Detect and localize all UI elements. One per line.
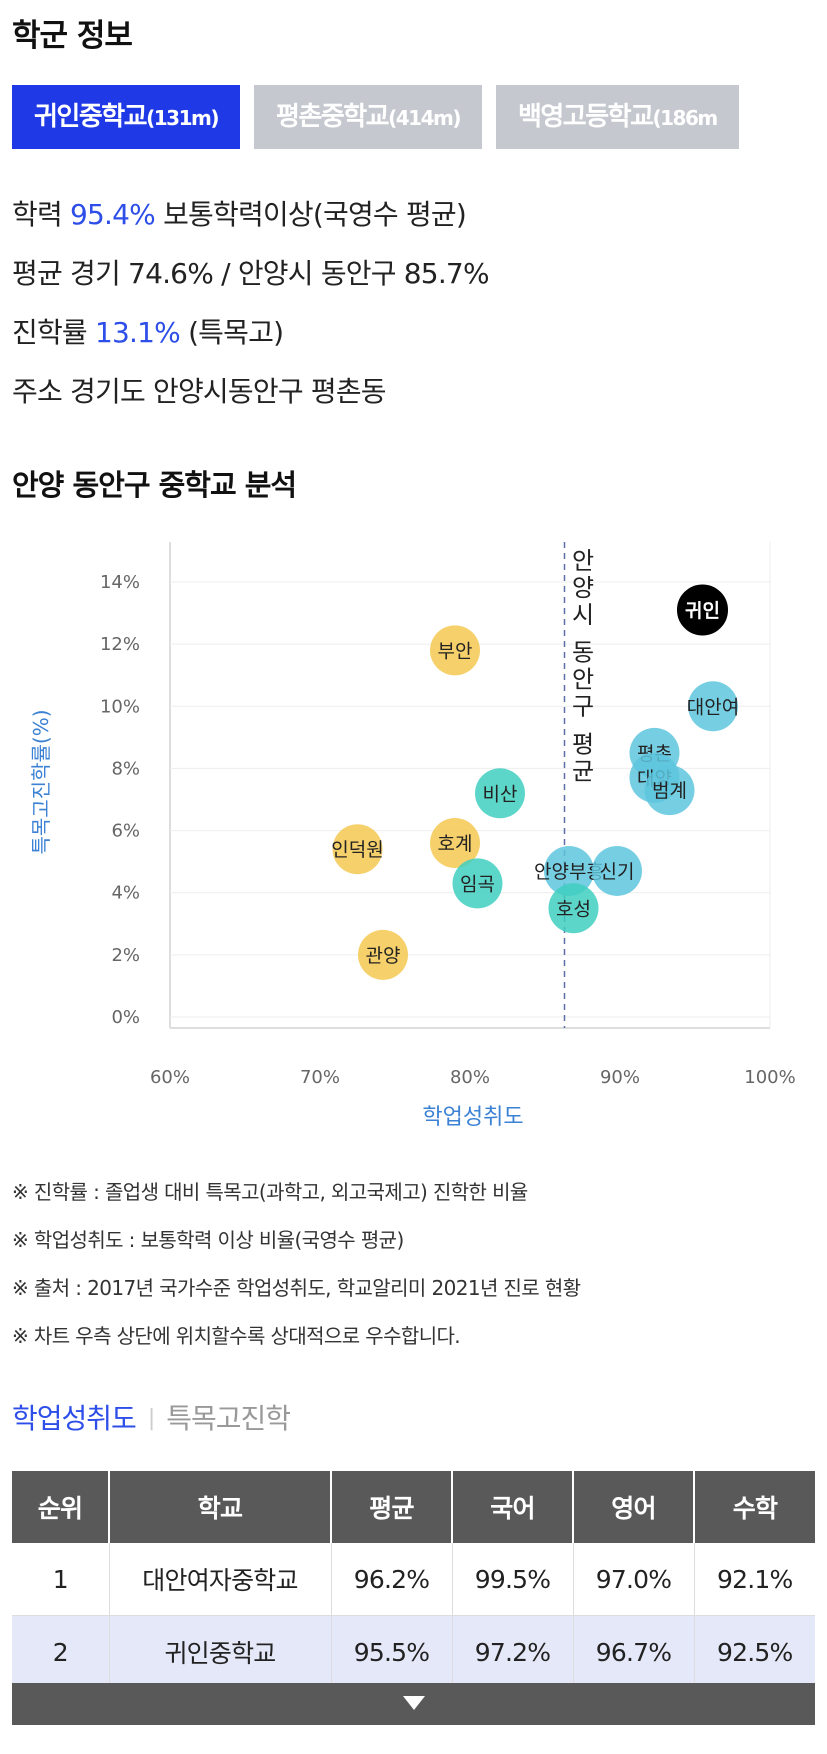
school-point[interactable]	[430, 625, 480, 676]
cell-korean: 97.2%	[452, 1615, 574, 1689]
school-point[interactable]	[592, 845, 642, 896]
academic-label: 학력	[12, 198, 63, 231]
x-axis-label: 학업성취도	[422, 1105, 523, 1130]
y-axis-label: 특목고진학률(%)	[29, 709, 53, 854]
cell-rank: 1	[12, 1543, 110, 1616]
chevron-down-icon	[402, 1696, 425, 1710]
school-tabs: 귀인중학교(131m) 평촌중학교(414m) 백영고등학교(186m	[12, 85, 827, 149]
expand-table-button[interactable]	[12, 1683, 815, 1725]
note-2: ※ 학업성취도 : 보통학력 이상 비율(국영수 평균)	[12, 1228, 404, 1252]
academic-value: 95.4%	[70, 198, 156, 231]
y-tick-label: 6%	[111, 821, 140, 842]
school-point-label: 관양	[366, 945, 401, 967]
x-tick-label: 90%	[600, 1067, 640, 1088]
x-tick-label: 60%	[150, 1067, 190, 1088]
cell-math: 92.1%	[694, 1543, 815, 1616]
note-3: ※ 출처 : 2017년 국가수준 학업성취도, 학교알리미 2021년 진로 …	[12, 1276, 581, 1300]
col-rank: 순위	[12, 1471, 110, 1543]
y-tick-label: 14%	[100, 572, 140, 593]
school-point-label: 범계	[652, 780, 687, 802]
school-point[interactable]	[644, 765, 695, 816]
school-point-label: 호계	[438, 833, 473, 855]
note-1: ※ 진학률 : 졸업생 대비 특목고(과학고, 외고국제고) 진학한 비율	[12, 1180, 528, 1204]
y-tick-label: 8%	[111, 758, 140, 779]
x-tick-label: 80%	[450, 1067, 490, 1088]
tab-school-3[interactable]: 백영고등학교(186m	[495, 85, 739, 149]
col-school: 학교	[109, 1471, 332, 1543]
address-value: 경기도 안양시동안구 평촌동	[70, 375, 387, 408]
academic-desc: 보통학력이상(국영수 평균)	[163, 198, 467, 231]
x-tick-label: 70%	[300, 1067, 340, 1088]
cell-english: 96.7%	[573, 1615, 695, 1689]
y-tick-label: 0%	[111, 1007, 140, 1028]
average-label: 평균	[12, 257, 63, 290]
school-point-label: 비산	[483, 783, 518, 805]
y-tick-label: 12%	[100, 634, 140, 655]
y-tick-label: 10%	[100, 696, 140, 717]
col-english: 영어	[573, 1471, 695, 1543]
y-tick-label: 2%	[111, 945, 140, 966]
col-average: 평균	[331, 1471, 453, 1543]
cell-rank: 2	[12, 1615, 110, 1689]
school-point[interactable]	[688, 681, 738, 732]
school-point[interactable]	[452, 858, 503, 909]
ranking-subtabs: 학업성취도 | 특목고진학	[12, 1397, 291, 1437]
tab-school-2[interactable]: 평촌중학교(414m)	[253, 85, 482, 149]
average-value: 경기 74.6% / 안양시 동안구 85.7%	[70, 257, 490, 290]
table-row-current: 2 귀인중학교 95.5% 97.2% 96.7% 92.5%	[12, 1615, 815, 1689]
advance-desc: (특목고)	[188, 316, 284, 349]
school-point[interactable]	[430, 818, 480, 868]
analysis-title: 안양 동안구 중학교 분석	[12, 468, 297, 502]
section-title: 학군 정보	[12, 18, 133, 54]
table-header-row: 순위 학교 평균 국어 영어 수학	[12, 1471, 815, 1543]
average-row: 평균 경기 74.6% / 안양시 동안구 85.7%	[12, 252, 490, 292]
advance-value: 13.1%	[95, 316, 181, 349]
school-point[interactable]	[332, 824, 383, 875]
table-row: 1 대안여자중학교 96.2% 99.5% 97.0% 92.1%	[12, 1543, 815, 1616]
x-tick-label: 100%	[744, 1067, 795, 1088]
school-point[interactable]	[544, 845, 594, 896]
advance-label: 진학률	[12, 316, 88, 349]
y-tick-label: 4%	[111, 883, 140, 904]
scatter-chart: 0% 2% 4% 6% 8% 10% 12% 14% 60% 70% 80% 90% 100% 안양시 …	[29, 542, 796, 1130]
school-point-label: 인덕원	[331, 839, 383, 861]
cell-english: 97.0%	[573, 1543, 695, 1616]
note-4: ※ 차트 우측 상단에 위치할수록 상대적으로 우수합니다.	[12, 1324, 461, 1348]
school-point-label: 귀인	[685, 600, 720, 622]
cell-average: 95.5%	[331, 1615, 453, 1689]
advance-row: 진학률 13.1% (특목고)	[12, 311, 284, 351]
school-point-label: 부안	[438, 640, 473, 662]
school-point-label: 호성	[556, 898, 591, 920]
subtab-achievement[interactable]: 학업성취도	[12, 1402, 137, 1435]
school-point-label: 대안여	[687, 696, 739, 718]
school-point-label: 안양부흥	[534, 861, 604, 883]
cell-average: 96.2%	[331, 1543, 453, 1616]
col-korean: 국어	[452, 1471, 574, 1543]
cell-math: 92.5%	[694, 1615, 815, 1689]
average-line-label: 안양시 동안구 평균	[567, 548, 595, 785]
col-math: 수학	[694, 1471, 815, 1543]
ranking-table: 순위 학교 평균 국어 영어 수학 1 대안여자중학교 96.2% 99.5% …	[12, 1471, 815, 1689]
academic-row: 학력 95.4% 보통학력이상(국영수 평균)	[12, 193, 467, 233]
subtab-divider: |	[147, 1406, 155, 1431]
cell-korean: 99.5%	[452, 1543, 574, 1616]
school-point[interactable]	[358, 929, 408, 980]
school-point-label: 신기	[600, 861, 635, 883]
tab-school-1[interactable]: 귀인중학교(131m)	[12, 85, 240, 149]
school-point[interactable]	[548, 883, 599, 934]
cell-school: 대안여자중학교	[109, 1543, 332, 1616]
address-label: 주소	[12, 375, 63, 408]
school-point[interactable]	[475, 768, 525, 819]
cell-school: 귀인중학교	[109, 1615, 332, 1689]
school-point[interactable]	[677, 584, 728, 636]
subtab-advance[interactable]: 특목고진학	[166, 1402, 291, 1435]
school-point-label: 임곡	[460, 873, 495, 895]
address-row: 주소 경기도 안양시동안구 평촌동	[12, 370, 387, 410]
